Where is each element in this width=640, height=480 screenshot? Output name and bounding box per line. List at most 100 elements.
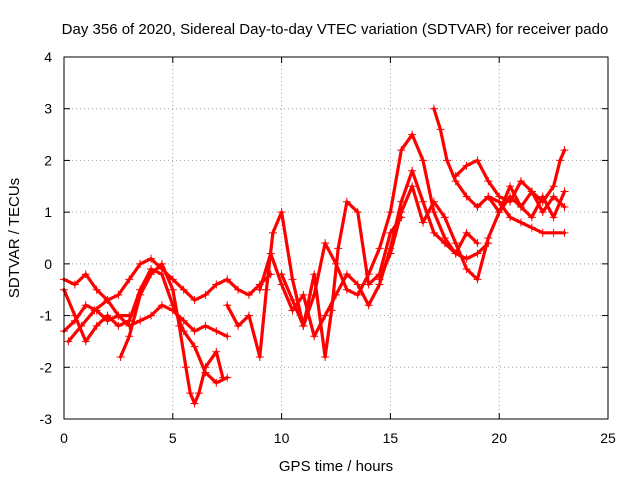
x-axis-title: GPS time / hours	[279, 458, 393, 475]
data-point	[484, 234, 493, 242]
y-tick-label: 2	[44, 152, 52, 168]
y-tick-label: 1	[44, 204, 52, 220]
data-point	[201, 290, 210, 299]
data-point	[560, 146, 569, 155]
y-tick-label: -3	[40, 411, 53, 427]
series-track-11	[429, 104, 569, 237]
data-point	[408, 166, 417, 175]
data-point	[473, 156, 482, 165]
data-point	[168, 301, 177, 310]
data-point	[212, 347, 221, 356]
data-point	[90, 306, 99, 315]
data-point	[342, 197, 351, 206]
data-point	[299, 290, 308, 299]
data-point	[147, 265, 156, 274]
data-point	[255, 352, 264, 361]
data-point	[190, 327, 199, 336]
grid	[64, 57, 608, 419]
data-point	[527, 223, 536, 232]
data-point	[244, 311, 253, 320]
data-point	[462, 161, 471, 170]
data-point	[527, 213, 536, 222]
data-point	[212, 280, 221, 289]
axes: 0 5 10 15 20 25 -3 -2 -1 0 1 2 3 4	[40, 49, 616, 446]
series-line	[66, 298, 229, 343]
chart-title: Day 356 of 2020, Sidereal Day-to-day VTE…	[62, 21, 609, 38]
data-point	[353, 280, 362, 289]
data-point	[136, 316, 145, 325]
data-point	[429, 228, 438, 237]
data-point	[342, 285, 351, 294]
data-point	[549, 228, 558, 237]
data-point	[223, 301, 232, 310]
data-point	[125, 316, 134, 325]
data-point	[179, 285, 188, 294]
data-point	[234, 285, 243, 294]
data-point	[419, 156, 428, 165]
data-point	[147, 311, 156, 320]
series-track-5	[116, 259, 227, 408]
data-point	[190, 399, 199, 408]
data-point	[103, 296, 112, 305]
y-tick-label: 4	[44, 49, 52, 65]
data-point	[201, 368, 210, 377]
data-point	[190, 296, 199, 305]
data-point	[549, 213, 558, 222]
data-point	[310, 332, 319, 341]
data-point	[136, 259, 145, 268]
data-point	[549, 192, 558, 201]
data-point	[473, 249, 482, 258]
data-point	[179, 327, 188, 336]
data-point	[81, 270, 90, 279]
x-tick-label: 25	[600, 430, 616, 446]
data-point	[268, 228, 277, 237]
data-point	[506, 213, 515, 222]
data-point	[364, 280, 373, 289]
data-point	[81, 301, 90, 310]
data-point	[473, 239, 482, 248]
data-point	[255, 285, 264, 294]
series-track-13	[473, 182, 569, 222]
series-track-6	[125, 265, 232, 387]
data-point	[397, 208, 406, 217]
series-track-12	[451, 146, 569, 206]
data-point	[288, 275, 297, 284]
data-point	[223, 373, 232, 382]
data-point	[70, 316, 79, 325]
data-point	[462, 265, 471, 274]
data-point	[353, 208, 362, 217]
data-point	[495, 208, 504, 217]
data-point	[473, 275, 482, 284]
data-point	[168, 285, 177, 294]
data-point	[116, 352, 125, 361]
data-point	[223, 275, 232, 284]
data-point	[81, 337, 90, 346]
data-point	[157, 270, 166, 279]
data-point	[506, 182, 515, 191]
data-point	[429, 208, 438, 217]
data-point	[386, 208, 395, 217]
data-point	[136, 285, 145, 294]
x-tick-label: 10	[274, 430, 290, 446]
data-point	[92, 321, 101, 330]
data-point	[64, 337, 73, 346]
data-point	[114, 290, 123, 299]
data-point	[419, 197, 428, 206]
data-point	[288, 296, 297, 305]
x-tick-label: 5	[169, 430, 177, 446]
y-axis-title: SDTVAR / TECUs	[6, 178, 23, 298]
data-point	[473, 202, 482, 211]
data-point	[299, 321, 308, 330]
data-point	[436, 125, 445, 134]
x-tick-label: 0	[60, 430, 68, 446]
data-point	[353, 290, 362, 299]
data-point	[506, 197, 515, 206]
data-point	[516, 218, 525, 227]
data-point	[462, 228, 471, 237]
data-point	[212, 327, 221, 336]
data-point	[375, 275, 384, 284]
data-point	[538, 192, 547, 201]
data-point	[114, 321, 123, 330]
data-point	[321, 311, 330, 320]
data-point	[538, 208, 547, 217]
